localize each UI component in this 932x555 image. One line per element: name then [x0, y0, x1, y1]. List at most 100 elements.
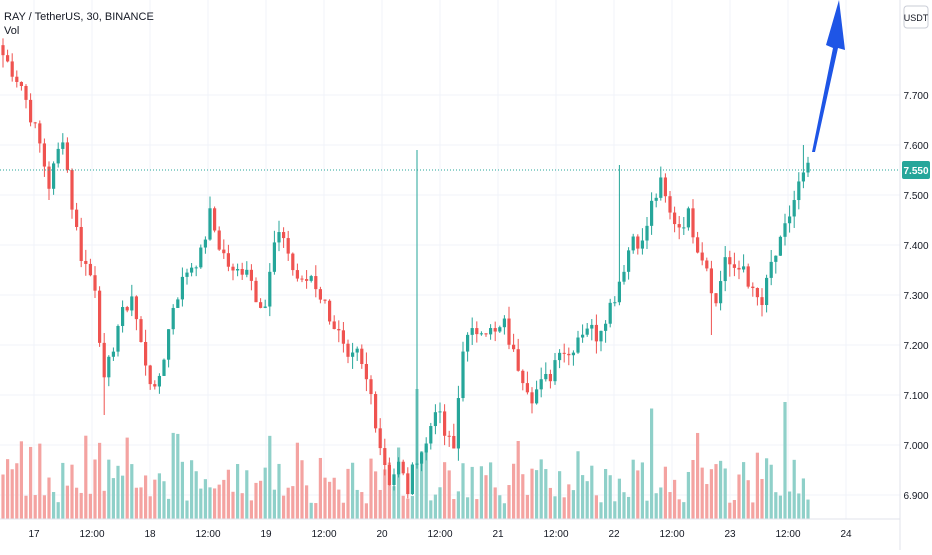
time-tick-label: 21	[492, 529, 504, 540]
candle-body	[498, 327, 502, 332]
volume-bar	[1, 474, 5, 519]
volume-bar	[737, 474, 741, 519]
volume-bar	[732, 500, 736, 519]
candle-body	[401, 461, 405, 474]
candle-body	[420, 452, 424, 464]
time-axis[interactable]: 17 12:00 18 12:00 19 12:00 20 12:00 21 12:00 22 12:…	[28, 529, 852, 540]
volume-bar	[751, 502, 755, 519]
candle-body	[590, 324, 594, 329]
volume-bar	[489, 462, 493, 519]
candle-body	[328, 300, 332, 322]
volume-bar	[116, 465, 120, 519]
time-tick-label: 22	[608, 529, 620, 540]
candle-body	[507, 318, 511, 345]
candle-body	[167, 329, 171, 360]
candle-body	[70, 170, 74, 210]
candle-body	[79, 226, 83, 261]
last-price-value: 7.550	[903, 166, 928, 177]
candle-body	[61, 142, 65, 149]
candle-body	[659, 177, 663, 198]
volume-bar	[52, 491, 56, 519]
candle-body	[153, 384, 157, 387]
candle-body	[645, 225, 649, 241]
price-axis[interactable]: 7.700 7.600 7.500 7.400 7.300 7.200 7.100 7.000…	[903, 91, 928, 502]
candle-body	[631, 236, 635, 251]
volume-bar	[558, 471, 562, 519]
candle-body	[351, 352, 355, 357]
volume-bar	[10, 469, 14, 519]
time-tick-label: 23	[724, 529, 736, 540]
volume-bar	[254, 482, 258, 519]
candle-body	[627, 250, 631, 272]
candle-body	[231, 266, 235, 271]
candle-body	[769, 261, 773, 278]
volume-bar	[231, 491, 235, 519]
volume-bar	[226, 469, 230, 519]
volume-bar	[300, 460, 304, 519]
candle-body	[470, 328, 474, 335]
candle-body	[686, 208, 690, 228]
candle-body	[263, 306, 267, 308]
volume-bar	[433, 494, 437, 519]
volume-bar	[760, 478, 764, 519]
currency-badge[interactable]: USDT	[903, 5, 929, 29]
candle-body	[410, 464, 414, 495]
candle-body	[456, 398, 460, 449]
volume-bar	[755, 452, 759, 519]
candle-body	[581, 334, 585, 338]
candle-body	[300, 278, 304, 280]
candle-body	[217, 230, 221, 250]
candle-body	[429, 426, 433, 444]
volume-bar	[539, 459, 543, 519]
volume-bar	[364, 503, 368, 519]
volume-bar	[659, 487, 663, 519]
candle-body	[760, 297, 764, 306]
candle-body	[433, 412, 437, 427]
candle-body	[314, 276, 318, 290]
candle-body	[19, 81, 23, 86]
candle-body	[650, 200, 654, 226]
volume-bar	[47, 477, 51, 519]
volume-label[interactable]: Vol	[4, 25, 20, 37]
candle-body	[144, 341, 148, 366]
volume-bar	[245, 470, 249, 519]
volume-bar	[355, 489, 359, 519]
candle-body	[309, 276, 313, 281]
volume-bar	[714, 464, 718, 519]
candle-body	[190, 267, 194, 273]
candle-body	[282, 232, 286, 239]
candle-body	[691, 208, 695, 238]
volume-bar	[369, 458, 373, 519]
candle-body	[387, 464, 391, 485]
candle-body	[452, 435, 456, 449]
volume-bar	[65, 485, 69, 519]
candle-body	[719, 281, 723, 304]
volume-bar	[521, 474, 525, 519]
price-tick-label: 7.700	[903, 91, 928, 102]
time-tick-label: 18	[144, 529, 156, 540]
candle-body	[617, 281, 621, 303]
candle-body	[295, 270, 299, 279]
candle-body	[530, 392, 534, 404]
volume-bar	[673, 479, 677, 519]
volume-bar	[98, 442, 102, 519]
candle-body	[567, 353, 571, 356]
volume-bar	[291, 486, 295, 519]
volume-bar	[410, 496, 414, 519]
candle-body	[613, 302, 617, 304]
volume-bar	[548, 487, 552, 519]
candle-body	[47, 166, 51, 189]
price-tick-label: 7.500	[903, 191, 928, 202]
volume-bar	[746, 480, 750, 519]
candle-body	[663, 177, 667, 197]
volume-bar	[309, 502, 313, 519]
symbol-title[interactable]: RAY / TetherUS, 30, BINANCE	[4, 11, 154, 23]
candle-body	[728, 257, 732, 265]
volume-bar	[792, 459, 796, 519]
volume-bar	[42, 495, 46, 519]
time-tick-label: 17	[28, 529, 40, 540]
volume-bar	[75, 487, 79, 519]
volume-bar	[512, 463, 516, 519]
